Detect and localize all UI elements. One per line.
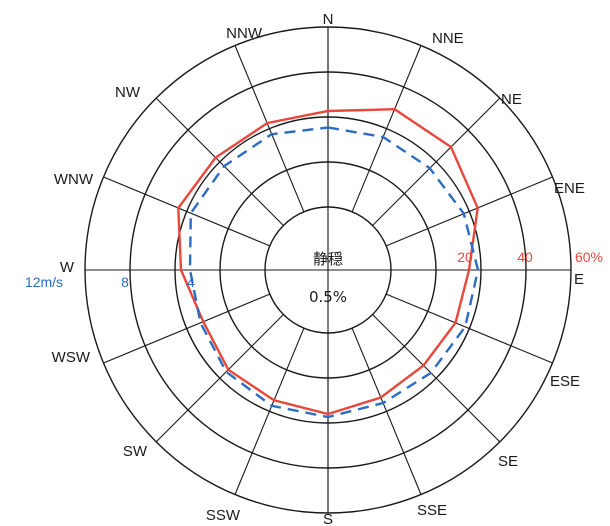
direction-label-ssw: SSW [206,507,241,524]
frequency-tick-3: 60% [575,249,603,265]
frequency-tick-labels: 20 40 60% [457,249,603,265]
speed-tick-2: 8 [121,274,129,290]
direction-label-se: SE [498,453,518,470]
calm-center: 静穏 0.5% [309,250,347,306]
direction-label-nne: NNE [432,30,464,47]
mean-speed-series-line [188,126,480,419]
direction-label-e: E [574,271,584,288]
direction-label-ene: ENE [554,180,585,197]
calm-value: 0.5% [309,288,347,306]
spoke-ene [385,176,553,247]
direction-label-wsw: WSW [52,349,91,366]
direction-label-nnw: NNW [226,25,263,42]
spoke-ese [385,293,553,364]
spoke-ne [372,97,501,226]
frequency-tick-1: 20 [457,249,473,265]
spokes-layer [85,27,571,513]
speed-tick-labels: 4 8 12m/s [25,274,195,290]
direction-labels: N NNE NE ENE E ESE SE SSE S SSW SW WSW W WNW NW NNW [52,11,585,526]
speed-tick-3: 12m/s [25,274,63,290]
series-layer [177,107,480,419]
direction-label-wnw: WNW [54,171,94,188]
direction-label-w: W [60,259,75,276]
spoke-nw [155,97,284,226]
direction-label-nw: NW [115,84,141,101]
frequency-tick-2: 40 [517,249,533,265]
direction-label-s: S [323,511,333,526]
direction-label-sse: SSE [417,502,447,519]
spoke-sse [351,327,422,495]
spoke-nnw [234,45,305,213]
spoke-wsw [103,293,271,364]
spoke-nne [351,45,422,213]
spoke-wnw [103,176,271,247]
spoke-sw [155,314,284,443]
calm-label: 静穏 [313,250,343,268]
direction-label-sw: SW [123,443,148,460]
frequency-series-line [177,107,479,416]
direction-label-n: N [323,11,334,28]
speed-tick-1: 4 [187,274,195,290]
spoke-ssw [234,327,305,495]
direction-label-ese: ESE [550,373,580,390]
spoke-se [372,314,501,443]
direction-label-ne: NE [501,91,522,108]
